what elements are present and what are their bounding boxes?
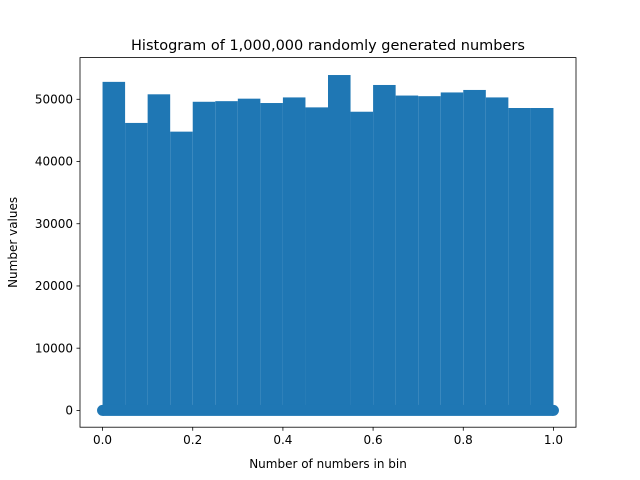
x-tick-label: 0.2 [183,433,202,447]
y-tick-label: 0 [65,404,73,418]
histogram-bar [418,96,441,411]
baseline-marker-band [102,404,554,416]
y-tick-label: 20000 [35,279,73,293]
y-tick-label: 40000 [35,155,73,169]
histogram-bar [463,89,486,411]
histogram-bar [440,92,464,411]
bars-group [102,75,554,411]
histogram-bar [305,107,328,411]
histogram-bar [215,101,238,411]
y-axis-ticks: 0 10000 20000 30000 40000 50000 [35,92,80,418]
x-tick-label: 0.0 [93,433,112,447]
histogram-bar [395,95,419,411]
x-tick-label: 0.6 [364,433,383,447]
y-tick-label: 10000 [35,341,73,355]
y-tick-label: 30000 [35,217,73,231]
histogram-bar [102,81,126,411]
histogram-bar [147,94,171,411]
baseline-markers-group [97,404,559,416]
histogram-bar [328,75,351,411]
plot-frame [79,57,577,428]
x-tick-label: 1.0 [544,433,563,447]
histogram-bar [350,111,374,411]
histogram-bar [260,103,283,411]
histogram-bar [170,131,193,411]
x-tick-label: 0.4 [273,433,292,447]
histogram-bar [530,108,554,411]
y-axis-label: Number values [6,197,20,288]
histogram-bar [237,98,261,411]
x-axis-label: Number of numbers in bin [249,457,407,471]
histogram-bar [373,84,396,411]
y-tick-label: 50000 [35,92,73,106]
histogram-bar [125,122,148,411]
x-axis-ticks: 0.0 0.2 0.4 0.6 0.8 1.0 [93,427,563,447]
histogram-bar [282,97,306,411]
x-tick-label: 0.8 [454,433,473,447]
histogram-bar [192,101,216,411]
chart-title: Histogram of 1,000,000 randomly generate… [131,38,525,54]
histogram-bar [485,97,509,411]
histogram-bar [508,108,531,411]
